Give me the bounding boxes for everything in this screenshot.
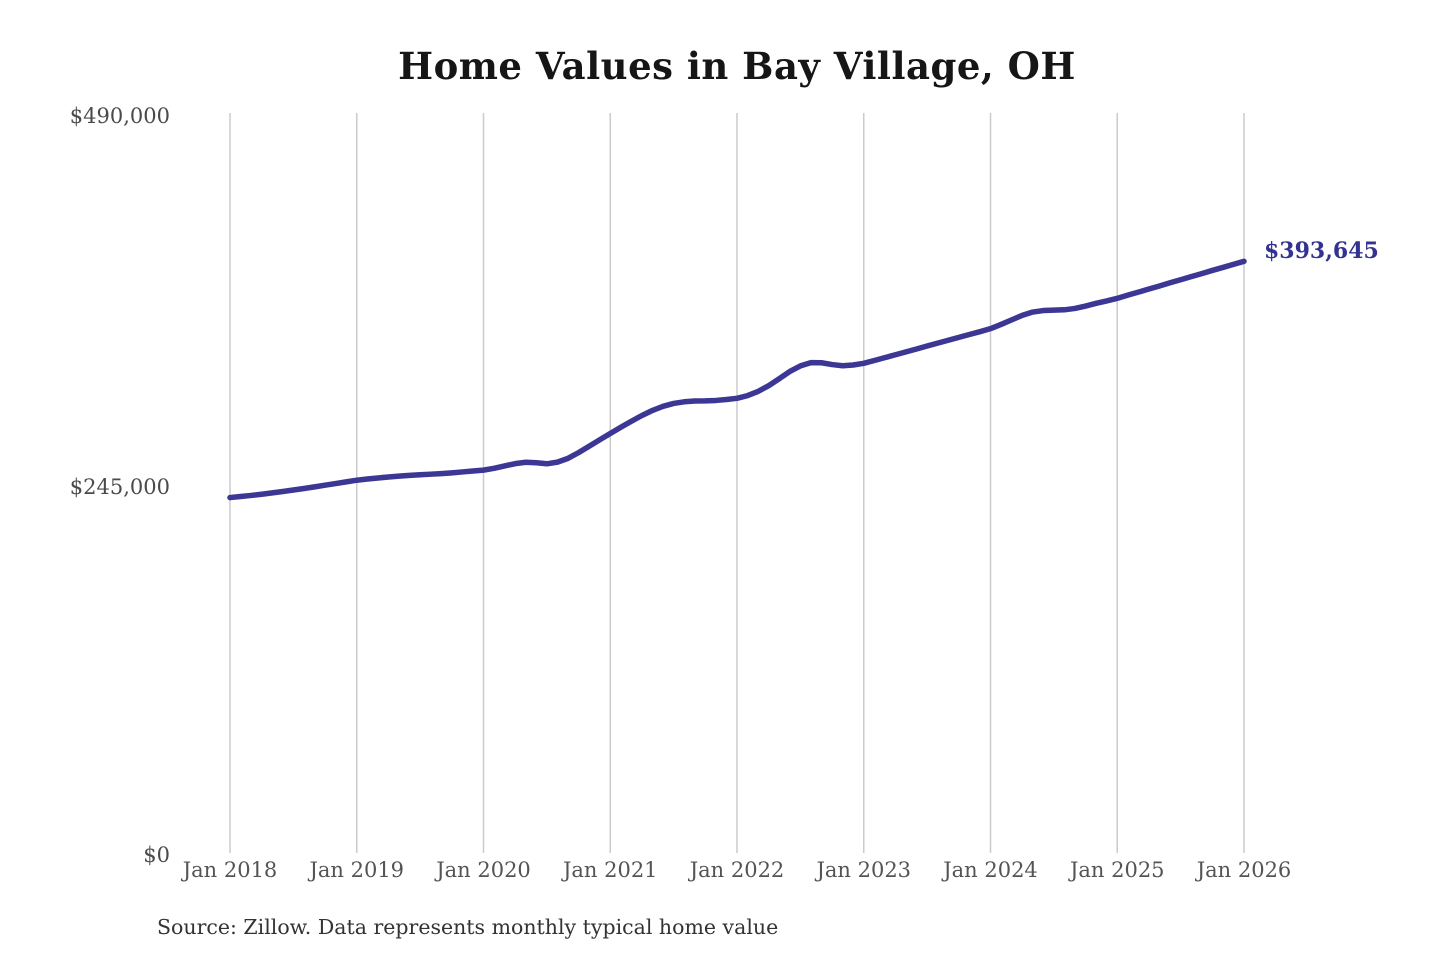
chart-title: Home Values in Bay Village, OH — [398, 44, 1076, 88]
x-tick-label: Jan 2024 — [943, 858, 1038, 882]
x-tick-label: Jan 2021 — [562, 858, 658, 882]
x-tick-label: Jan 2018 — [182, 858, 278, 882]
x-tick-label: Jan 2020 — [436, 858, 531, 882]
y-tick-label: $0 — [143, 843, 170, 867]
source-note: Source: Zillow. Data represents monthly … — [157, 915, 779, 939]
y-tick-label: $245,000 — [69, 475, 170, 499]
end-value-label: $393,645 — [1264, 238, 1379, 264]
x-tick-label: Jan 2022 — [689, 858, 785, 882]
gridlines — [229, 113, 1245, 853]
x-tick-label: Jan 2026 — [1196, 858, 1292, 882]
y-tick-label: $490,000 — [69, 104, 170, 128]
value-line — [227, 258, 1247, 501]
x-tick-label: Jan 2025 — [1069, 858, 1165, 882]
x-tick-label: Jan 2019 — [309, 858, 405, 882]
x-tick-label: Jan 2023 — [816, 858, 912, 882]
